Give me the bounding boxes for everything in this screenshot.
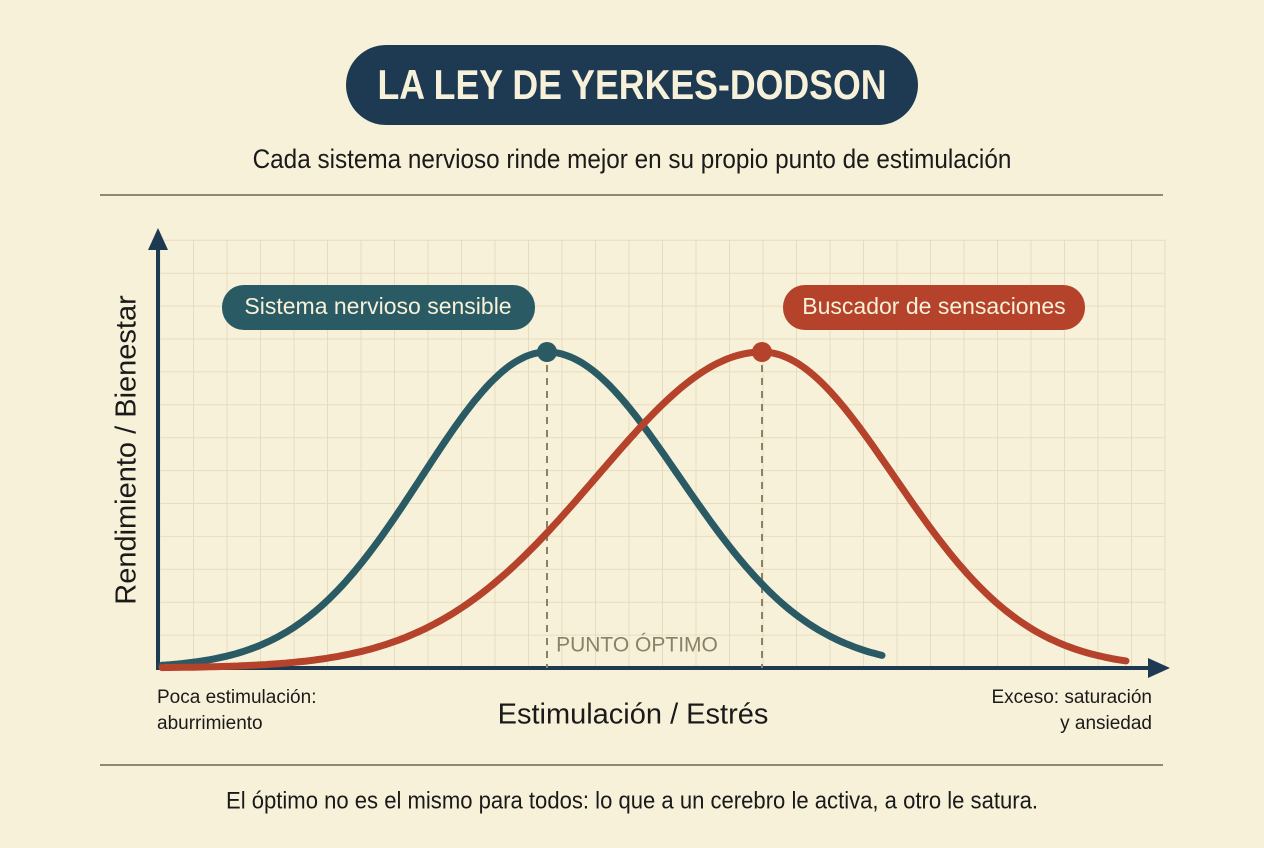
low-end-label: aburrimiento (157, 713, 263, 734)
title-pill (346, 45, 918, 125)
curve-label: Sistema nervioso sensible (244, 293, 511, 319)
peak-marker (752, 342, 772, 362)
y-axis-arrow (148, 228, 168, 250)
high-end-label: Exceso: saturación (991, 687, 1152, 708)
footer: El óptimo no es el mismo para todos: lo … (226, 786, 1038, 813)
low-end-label: Poca estimulación: (157, 687, 316, 708)
x-axis-arrow (1148, 658, 1170, 678)
curve-label-pill (783, 285, 1085, 330)
subtitle: Cada sistema nervioso rinde mejor en su … (253, 145, 1012, 174)
y-axis-label: Rendimiento / Bienestar (111, 295, 143, 605)
peak-marker (537, 342, 557, 362)
x-axis-label: Estimulación / Estrés (498, 699, 769, 731)
curve-label-pill (222, 285, 535, 330)
high-end-label: y ansiedad (1060, 713, 1152, 734)
seeker-curve (158, 348, 1130, 672)
sensitive-curve (158, 348, 886, 669)
curve-label: Buscador de sensaciones (802, 293, 1065, 319)
optimum-label: PUNTO ÓPTIMO (556, 634, 718, 657)
title: LA LEY DE YERKES-DODSON (377, 62, 886, 108)
